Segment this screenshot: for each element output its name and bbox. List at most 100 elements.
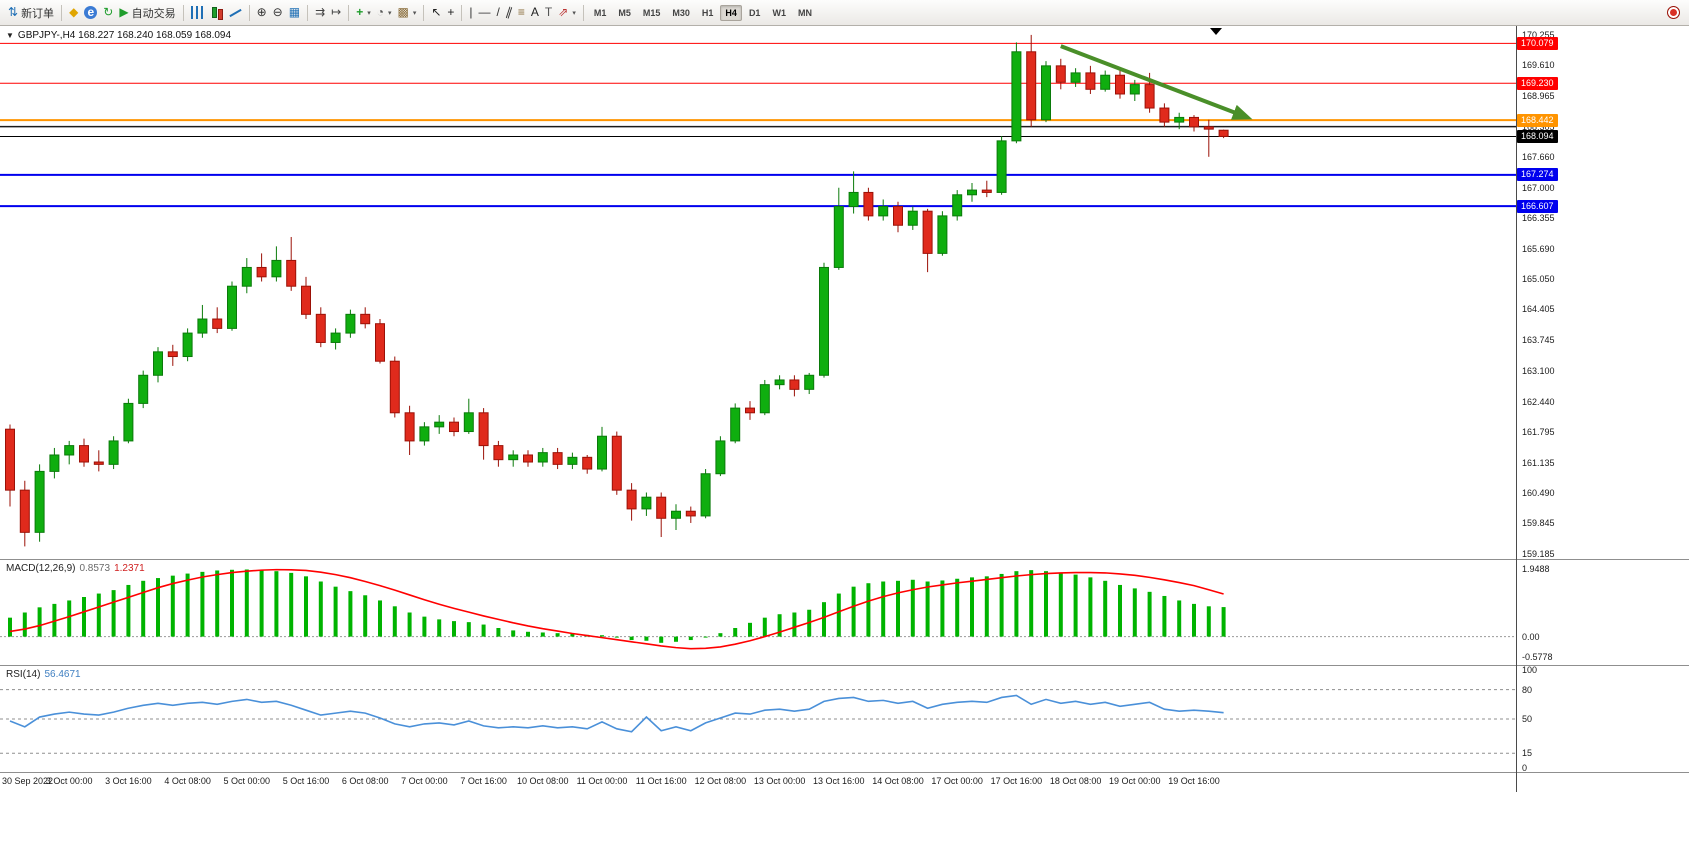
cursor-button[interactable]: ↖: [428, 3, 444, 23]
chart-line-button[interactable]: [226, 3, 245, 23]
tile-windows-button[interactable]: ▦: [286, 3, 303, 23]
periods-button[interactable]: ◔ ▾: [374, 3, 395, 23]
toolbar-separator: [307, 4, 309, 21]
candle-body: [360, 313, 371, 325]
trend-arrow-object[interactable]: [1060, 44, 1253, 120]
candle-body: [1115, 74, 1125, 95]
candlestick-icon: [210, 6, 223, 20]
time-tick-label: 4 Oct 08:00: [164, 776, 211, 786]
candle: [952, 190, 963, 221]
candle: [360, 307, 371, 329]
candle-body: [19, 489, 30, 533]
zoom-in-button[interactable]: ⊕: [254, 3, 270, 23]
macd-histogram-bar: [170, 575, 175, 637]
indicators-button[interactable]: + ▾: [353, 3, 374, 23]
macd-histogram-bar: [1118, 584, 1122, 637]
text-button[interactable]: A: [528, 3, 542, 23]
candle-body: [552, 452, 563, 465]
auto-scroll-icon: ⇉: [315, 5, 326, 19]
new-order-button[interactable]: ⇅ 新订单: [5, 3, 57, 23]
auto-trading-label: 自动交易: [131, 7, 176, 20]
recording-indicator-icon[interactable]: [1667, 6, 1680, 19]
timeframe-m30-button[interactable]: M30: [672, 7, 690, 18]
candle: [878, 199, 889, 221]
text-label-button[interactable]: T: [542, 3, 555, 23]
macd-panel-separator[interactable]: [0, 559, 1689, 560]
time-tick-label: 30 Sep 2022: [2, 776, 54, 786]
arrows-button[interactable]: ⇗ ▾: [555, 3, 579, 23]
chart-window[interactable]: ▼ GBPJPY-,H4 168.227 168.240 168.059 168.…: [0, 26, 1689, 855]
timeframe-mn-button[interactable]: MN: [797, 7, 812, 18]
price-chart-canvas[interactable]: [0, 26, 1516, 560]
metaquotes-button[interactable]: ◆: [66, 3, 81, 23]
timeframe-h1-button[interactable]: H1: [701, 7, 714, 18]
rsi-value: 56.4671: [44, 669, 81, 680]
macd-histogram-bar: [674, 636, 678, 642]
candle: [922, 208, 933, 273]
crosshair-button[interactable]: +: [444, 3, 457, 23]
timeframe-m15-button[interactable]: M15: [642, 7, 661, 18]
community-button[interactable]: e: [81, 3, 100, 23]
collapse-arrow-icon[interactable]: ▼: [6, 31, 14, 40]
candle-body: [1159, 107, 1170, 123]
candle: [49, 447, 60, 479]
candle-body: [833, 206, 844, 268]
macd-panel-canvas[interactable]: [0, 560, 1516, 665]
channel-icon: ∥: [504, 4, 515, 20]
timeframe-m1-button[interactable]: M1: [593, 7, 607, 18]
candle-body: [1203, 126, 1214, 130]
chart-bars-button[interactable]: [188, 3, 207, 23]
macd-histogram-bar: [881, 581, 886, 637]
candle-body: [878, 206, 889, 217]
community-icon: e: [84, 6, 98, 19]
candle-body: [256, 266, 267, 278]
candle-body: [478, 412, 489, 447]
macd-histogram-bar: [1206, 606, 1211, 637]
macd-histogram-bar: [1192, 603, 1196, 637]
caret-down-icon: ▾: [387, 9, 392, 17]
auto-trading-button[interactable]: ▶ 自动交易: [116, 3, 178, 23]
candle-body: [108, 440, 119, 465]
timeframe-d1-button[interactable]: D1: [748, 7, 761, 18]
chart-candles-button[interactable]: [207, 3, 226, 23]
time-tick-label: 19 Oct 00:00: [1109, 776, 1161, 786]
templates-button[interactable]: ▩ ▾: [394, 3, 419, 23]
candle-body: [597, 435, 607, 470]
macd-indicator-label: MACD(12,26,9) 0.8573 1.2371: [6, 563, 145, 574]
refresh-button[interactable]: ↻: [100, 3, 116, 23]
candle: [1041, 61, 1051, 123]
chart-shift-marker-icon[interactable]: [1210, 28, 1222, 35]
candle-body: [981, 189, 992, 193]
macd-histogram-bar: [304, 576, 308, 637]
timeframe-h4-button[interactable]: H4: [720, 4, 742, 21]
time-axis[interactable]: 30 Sep 2022 3 Oct 00:00 3 Oct 16:00 4 Oct 0…: [0, 772, 1516, 792]
channel-button[interactable]: ∥: [503, 3, 515, 23]
rsi-panel-separator[interactable]: [0, 665, 1689, 666]
time-tick-label: 11 Oct 00:00: [576, 776, 628, 786]
fibonacci-icon: ≡: [517, 5, 525, 19]
trendline-button[interactable]: /: [494, 3, 503, 23]
horizontal-line-button[interactable]: —: [476, 3, 494, 23]
auto-scroll-button[interactable]: ⇉: [312, 3, 328, 23]
macd-histogram-bar: [748, 622, 752, 637]
macd-histogram-bar: [970, 577, 974, 637]
candle: [138, 370, 149, 409]
candle: [330, 328, 341, 350]
fibonacci-button[interactable]: ≡: [515, 3, 528, 23]
timeframe-m5-button[interactable]: M5: [618, 7, 631, 18]
vertical-line-button[interactable]: |: [466, 3, 475, 23]
autotrade-play-icon: ▶: [119, 5, 129, 19]
price-axis[interactable]: 170.255169.610168.965168.305167.660167.0…: [1516, 26, 1689, 792]
rsi-panel-canvas[interactable]: [0, 666, 1516, 772]
price-tick-label: 165.050: [1522, 274, 1555, 285]
zoom-out-button[interactable]: ⊖: [270, 3, 286, 23]
rsi-indicator-label: RSI(14) 56.4671: [6, 669, 81, 680]
chart-shift-button[interactable]: ↦: [328, 3, 344, 23]
candle-body: [197, 318, 208, 334]
candle: [271, 246, 282, 282]
time-tick-label: 7 Oct 16:00: [460, 776, 507, 786]
candle-body: [715, 440, 726, 475]
macd-histogram-bar: [8, 617, 12, 637]
macd-histogram-bar: [555, 633, 560, 637]
timeframe-w1-button[interactable]: W1: [772, 7, 786, 18]
